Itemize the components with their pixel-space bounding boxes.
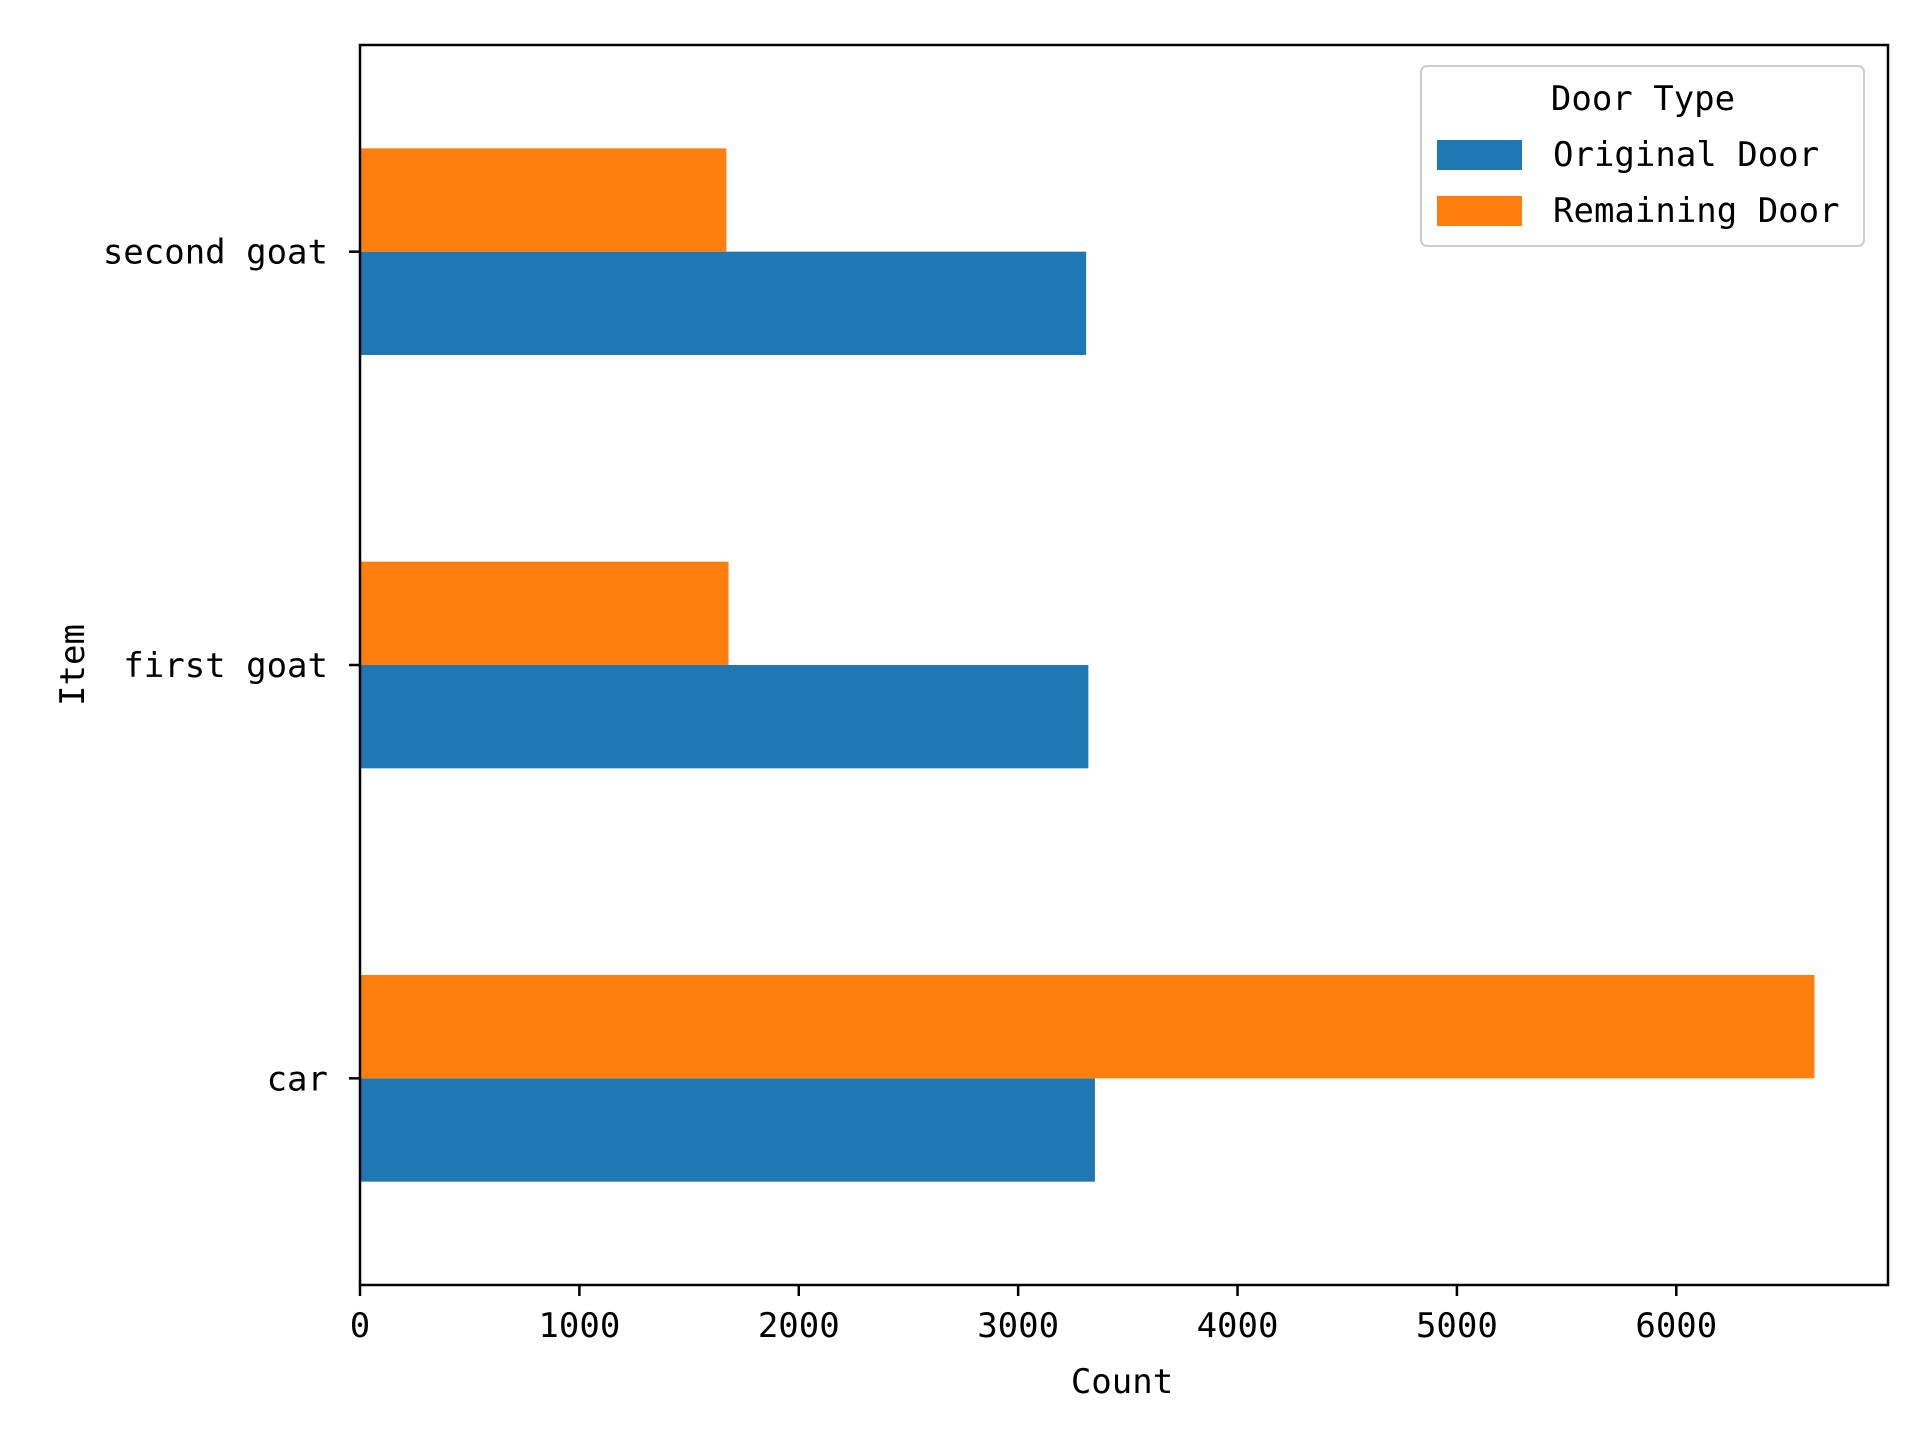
bar-second-goat-original-door: [360, 251, 1087, 355]
legend-label-remaining-door: Remaining Door: [1553, 191, 1840, 231]
legend-swatch-original-door: [1437, 140, 1522, 170]
bar-first-goat-remaining-door: [360, 561, 729, 665]
bars-group: [360, 148, 1815, 1182]
x-tick-label: 2000: [758, 1306, 840, 1346]
x-tick-label: 0: [350, 1306, 370, 1346]
x-axis-title: Count: [1071, 1362, 1173, 1402]
x-tick-label: 1000: [538, 1306, 620, 1346]
bar-second-goat-remaining-door: [360, 148, 727, 252]
legend-label-original-door: Original Door: [1553, 135, 1819, 175]
x-tick-label: 5000: [1416, 1306, 1498, 1346]
bar-first-goat-original-door: [360, 665, 1089, 769]
legend-box: [1420, 65, 1865, 247]
y-tick-label-car: car: [267, 1059, 328, 1099]
x-tick-label: 6000: [1635, 1306, 1717, 1346]
legend: Door Type Original Door Remaining Door: [1420, 65, 1865, 247]
bar-car-original-door: [360, 1078, 1095, 1182]
y-tick-label-second-goat: second goat: [103, 233, 328, 273]
bar-car-remaining-door: [360, 975, 1815, 1079]
x-tick-label: 4000: [1197, 1306, 1279, 1346]
legend-swatch-remaining-door: [1437, 196, 1522, 226]
y-tick-label-first-goat: first goat: [123, 646, 328, 686]
legend-title: Door Type: [1551, 79, 1735, 119]
x-axis: 0 1000 2000 3000 4000 5000 6000: [350, 1285, 1717, 1346]
x-tick-label: 3000: [977, 1306, 1059, 1346]
y-axis: car first goat second goat: [103, 233, 360, 1099]
y-axis-title: Item: [53, 624, 93, 706]
